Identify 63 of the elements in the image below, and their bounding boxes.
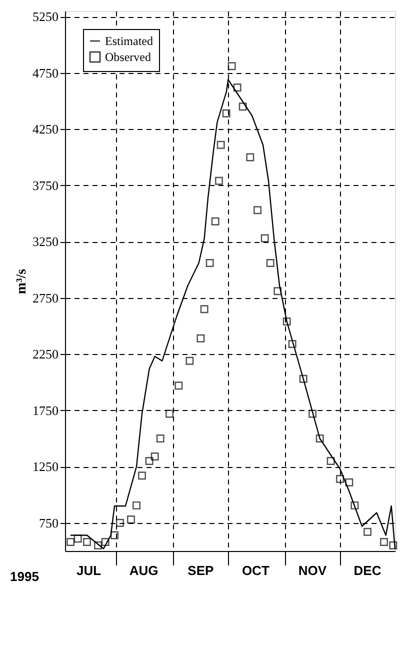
- legend-label: Observed: [105, 50, 151, 64]
- point: [156, 434, 164, 442]
- y-tick-label: 2250: [32, 346, 58, 362]
- point: [215, 176, 223, 185]
- point: [299, 374, 308, 383]
- point: [380, 538, 388, 546]
- point: [336, 475, 344, 483]
- x-tick-label: OCT: [242, 563, 270, 578]
- point: [260, 234, 269, 242]
- point: [222, 109, 230, 118]
- y-tick-label: 4750: [32, 65, 58, 80]
- point: [110, 531, 118, 540]
- x-tick-label: JUL: [76, 563, 102, 578]
- point: [132, 501, 140, 510]
- x-tick-label: NOV: [298, 563, 327, 578]
- point: [138, 472, 146, 480]
- point: [350, 501, 359, 510]
- point: [200, 305, 208, 314]
- text: 1995: [10, 569, 39, 584]
- point: [274, 287, 282, 296]
- point: [288, 340, 296, 348]
- point: [116, 518, 124, 527]
- point: [326, 457, 335, 465]
- point: [83, 538, 91, 546]
- y-tick-label: 3250: [32, 234, 58, 250]
- point: [254, 206, 262, 214]
- point: [233, 84, 242, 92]
- y-tick-label: 5250: [32, 9, 58, 24]
- y-tick-label: 4250: [32, 122, 58, 137]
- y-tick-label: 1750: [32, 402, 58, 418]
- point: [266, 259, 274, 267]
- x-tick-label: SEP: [188, 563, 214, 578]
- legend-label: Estimated: [105, 34, 153, 48]
- y-tick-label: 1250: [32, 459, 58, 474]
- point: [74, 534, 82, 543]
- point: [145, 457, 154, 465]
- y-tick-label: 2750: [32, 290, 58, 306]
- point: [127, 516, 135, 524]
- point: [246, 153, 254, 162]
- y-axis-title: m³/s: [14, 268, 30, 294]
- point: [101, 538, 110, 546]
- point: [345, 478, 354, 486]
- point: [238, 102, 247, 111]
- point: [308, 410, 316, 418]
- y-tick-label: 3750: [32, 178, 58, 193]
- point: [206, 259, 214, 267]
- point: [186, 356, 194, 365]
- point: [228, 62, 236, 70]
- point: [196, 334, 205, 342]
- point: [174, 382, 183, 390]
- x-tick-label: AUG: [129, 563, 158, 578]
- point: [364, 528, 372, 536]
- point: [216, 140, 225, 149]
- point: [166, 410, 174, 418]
- point: [66, 538, 74, 546]
- point: [211, 217, 220, 226]
- point: [389, 541, 398, 550]
- point: [150, 452, 159, 460]
- point: [282, 318, 291, 326]
- point: [316, 434, 324, 442]
- x-tick-label: DEC: [354, 563, 382, 578]
- y-tick-label: 750: [39, 515, 58, 530]
- point: [94, 541, 102, 550]
